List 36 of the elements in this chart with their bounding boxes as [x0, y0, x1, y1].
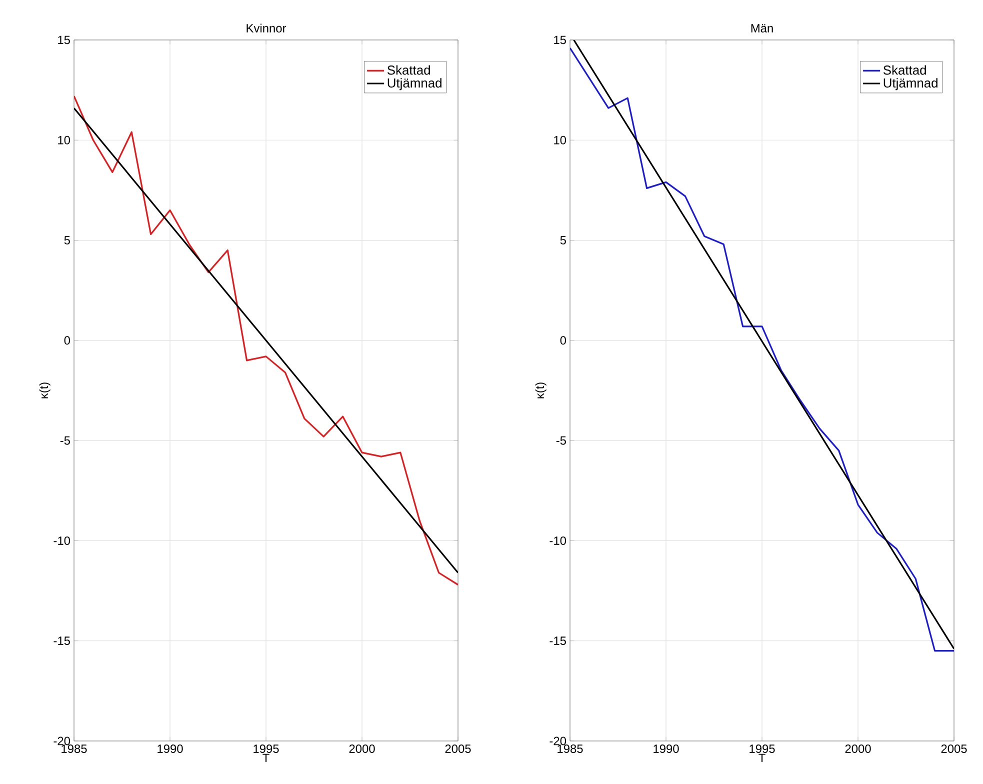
x-tick-label: 1995 [254, 744, 279, 753]
chart-title: Kvinnor [246, 24, 286, 32]
y-tick-label: -10 [54, 536, 70, 545]
x-tick-label: 1985 [558, 744, 583, 753]
chart-title: Män [751, 24, 773, 32]
y-tick-label: 5 [560, 236, 566, 244]
y-tick-label: 10 [58, 136, 70, 144]
y-tick-label: -20 [550, 736, 566, 746]
x-tick-label: 1985 [62, 744, 87, 753]
y-tick-label: 0 [64, 336, 70, 345]
y-tick-label: 10 [554, 136, 566, 144]
y-tick-label: 0 [560, 336, 566, 345]
y-tick-label: -5 [556, 436, 566, 445]
legend-label: Utjämnad [884, 78, 938, 90]
y-tick-label: -10 [550, 536, 566, 545]
y-axis-title: κ(t) [535, 382, 546, 398]
x-axis-title: T [262, 754, 270, 762]
y-tick-label: 15 [554, 36, 566, 44]
legend-label: Skattad [883, 65, 926, 75]
legend-label: Utjämnad [388, 78, 442, 90]
y-axis-title: κ(t) [39, 382, 50, 398]
x-tick-label: 1995 [750, 744, 775, 753]
x-tick-label: 2000 [845, 744, 871, 753]
x-tick-label: 2000 [349, 744, 375, 753]
y-tick-label: -20 [54, 736, 70, 746]
x-axis-title: T [758, 754, 766, 762]
y-tick-label: 5 [64, 236, 70, 244]
x-tick-label: 1990 [654, 744, 679, 753]
y-tick-label: -15 [54, 636, 70, 646]
legend-label: Skattad [387, 65, 430, 75]
x-tick-label: 1990 [158, 744, 183, 753]
x-tick-label: 2005 [445, 744, 471, 753]
y-tick-label: -5 [60, 436, 70, 445]
x-tick-label: 2005 [941, 744, 967, 753]
y-tick-label: 15 [58, 36, 70, 44]
y-tick-label: -15 [550, 636, 566, 646]
